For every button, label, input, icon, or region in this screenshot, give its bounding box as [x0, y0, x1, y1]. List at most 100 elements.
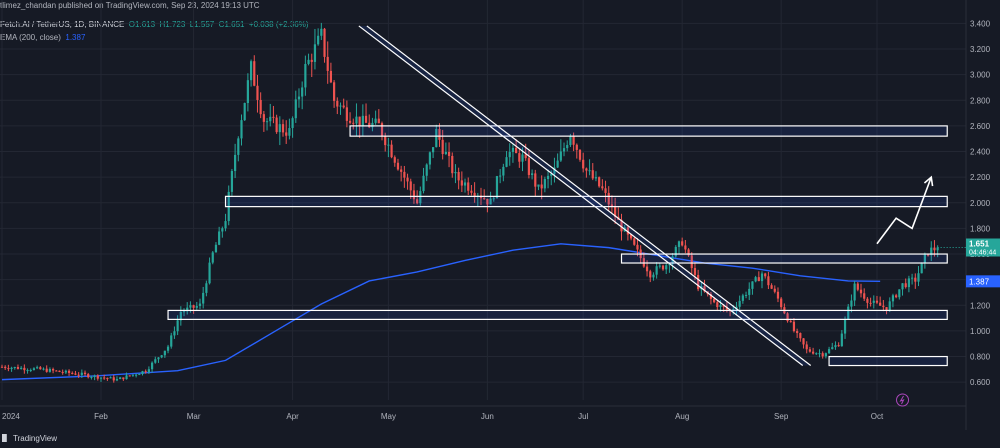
candle-body	[936, 247, 939, 251]
candle-body	[808, 349, 812, 352]
candle-body	[157, 357, 160, 360]
ema-legend[interactable]: EMA (200, close) 1.387	[0, 33, 85, 43]
candle-body	[843, 319, 847, 334]
ema-price-tag	[966, 275, 1000, 288]
candle-body	[447, 151, 451, 156]
y-tick-label: 3.200	[970, 45, 991, 54]
ema-label[interactable]: EMA (200, close)	[0, 33, 61, 42]
candle-body	[419, 191, 422, 204]
candle-body	[652, 274, 655, 278]
x-tick-label: May	[381, 412, 396, 421]
drawings	[167, 25, 948, 367]
candle-body	[202, 292, 205, 304]
candle-body	[412, 190, 416, 200]
candle-body	[904, 283, 907, 288]
candle-body	[125, 375, 128, 380]
candle-body	[416, 199, 419, 204]
candle-body	[719, 304, 722, 308]
countdown-label: 04:46:44	[969, 250, 996, 257]
candle-body	[320, 28, 323, 36]
candle-body	[799, 333, 802, 339]
candle-body	[103, 377, 106, 379]
candle-body	[546, 175, 550, 180]
candle-body	[515, 147, 518, 154]
candle-body	[569, 136, 572, 146]
candle-body	[189, 305, 192, 308]
candles	[0, 22, 939, 383]
x-tick-label: Sep	[774, 412, 789, 421]
candle-body	[80, 372, 83, 375]
candle-body	[888, 301, 891, 311]
candle-body	[725, 306, 728, 310]
candle-body	[818, 353, 821, 355]
candle-body	[329, 70, 333, 83]
candle-body	[930, 247, 933, 256]
x-tick-label: Jun	[481, 412, 494, 421]
candle-body	[355, 116, 358, 124]
candle-body	[186, 307, 189, 312]
price-chart-svg[interactable]: 3.400 3.200 3.000 2.800 2.600 2.400 2.200 2.000…	[0, 0, 1000, 430]
candle-body	[837, 345, 840, 347]
candle-body	[16, 367, 20, 369]
candle-body	[773, 288, 776, 292]
symbol-name[interactable]: Fetch.AI / TetherUS, 1D, BINANCE	[0, 20, 125, 29]
candle-body	[578, 149, 582, 160]
candle-body	[805, 344, 808, 350]
candle-body	[278, 124, 281, 133]
candle-body	[863, 293, 866, 299]
candle-body	[454, 172, 457, 174]
candle-body	[744, 294, 748, 296]
candle-body	[403, 171, 406, 178]
projection-arrow-head	[923, 175, 934, 187]
candle-body	[553, 167, 556, 174]
candle-body	[32, 368, 36, 370]
candle-body	[492, 198, 495, 200]
candle-body	[10, 367, 13, 369]
ema-price-label: 1.387	[969, 277, 990, 286]
candle-body	[262, 114, 265, 122]
y-tick-label: 2.600	[970, 122, 991, 131]
candle-body	[272, 116, 275, 118]
x-tick-label: Jul	[578, 412, 588, 421]
candle-body	[483, 198, 486, 200]
candle-body	[326, 56, 329, 71]
candle-body	[109, 377, 112, 379]
candle-body	[760, 273, 764, 282]
candle-body	[594, 177, 598, 179]
candle-body	[304, 63, 307, 88]
candle-body	[690, 255, 693, 269]
candle-body	[716, 302, 719, 308]
candle-body	[4, 366, 7, 369]
candle-body	[856, 283, 859, 290]
candle-body	[275, 117, 278, 133]
candle-body	[470, 190, 473, 193]
candle-body	[294, 99, 297, 119]
candle-body	[636, 244, 639, 250]
candle-body	[920, 262, 923, 274]
candle-body	[658, 265, 661, 267]
candle-body	[604, 188, 607, 193]
candle-body	[859, 289, 863, 294]
candle-body	[249, 61, 253, 81]
candle-body	[345, 107, 348, 121]
x-tick-label: Mar	[187, 412, 201, 421]
candle-body	[198, 303, 202, 306]
candle-body	[390, 144, 393, 158]
candle-body	[77, 374, 80, 376]
candle-body	[741, 295, 744, 301]
candle-body	[208, 262, 211, 284]
last-price-label: 1.651	[969, 240, 990, 249]
x-tick-label: Apr	[286, 412, 299, 421]
channel-line	[366, 25, 812, 367]
change-value: +0.038 (+2.36%)	[248, 20, 309, 29]
symbol-legend[interactable]: Fetch.AI / TetherUS, 1D, BINANCE O1.613 …	[0, 20, 309, 30]
candle-body	[789, 321, 792, 323]
candle-body	[495, 176, 499, 199]
candle-body	[524, 154, 527, 159]
candle-body	[598, 177, 601, 187]
sr-zone	[167, 309, 948, 320]
publisher-line: tlimez_chandan published on TradingView.…	[0, 1, 260, 11]
candle-body	[796, 331, 799, 334]
candle-body	[770, 285, 773, 289]
